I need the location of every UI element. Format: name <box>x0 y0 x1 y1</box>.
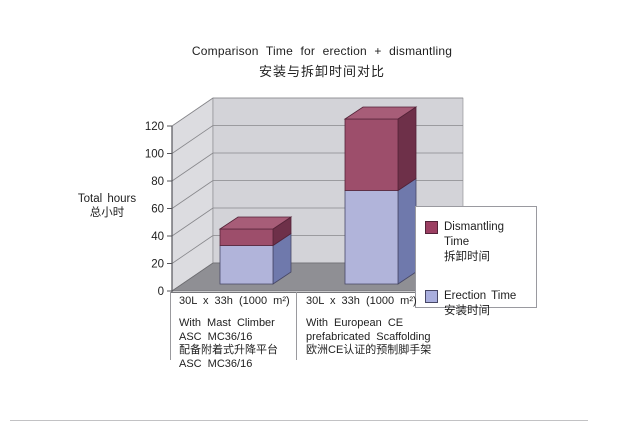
legend: Dismantling Time 拆卸时间 Erection Time 安装时间 <box>415 206 537 317</box>
y-tick-label: 80 <box>151 176 164 188</box>
y-axis-title: Total hours 总小时 <box>72 192 142 220</box>
chart-title-block: Comparison Time for erection + dismantli… <box>0 44 644 80</box>
bar-top <box>343 106 418 120</box>
category-desc-line: With European CE <box>306 317 404 329</box>
legend-label-dismantling: Dismantling Time 拆卸时间 <box>444 220 530 265</box>
category-desc-line: prefabricated Scaffolding <box>306 330 431 343</box>
category-description: With European CE prefabricated Scaffoldi… <box>306 317 474 358</box>
gridline-left-wall <box>171 152 214 182</box>
bar-segment-front <box>344 190 399 285</box>
chart-title-zh: 安装与拆卸时间对比 <box>258 64 385 79</box>
y-tick-label: 60 <box>151 204 164 216</box>
y-tick-label: 0 <box>158 286 164 298</box>
y-tick-label: 100 <box>145 149 164 161</box>
y-tick-label: 20 <box>151 259 164 271</box>
chart-title: Comparison Time for erection + dismantli… <box>191 44 453 58</box>
category-desc-line: ASC MC36/16 <box>179 357 253 370</box>
category-cell-1: 30L x 33h (1000 m²) With Mast Climber AS… <box>179 295 294 371</box>
gridline-left-wall <box>171 97 214 127</box>
category-size-label: 30L x 33h (1000 m²) <box>179 295 290 307</box>
category-description: With Mast Climber ASC MC36/16 配备附着式升降平台 … <box>179 317 294 371</box>
category-desc-line: 配备附着式升降平台 <box>179 344 278 356</box>
bar-segment-side <box>397 177 417 285</box>
legend-label-zh: 拆卸时间 <box>444 251 490 263</box>
legend-label-zh: 安装时间 <box>444 305 490 317</box>
legend-swatch-erection <box>425 290 438 303</box>
legend-label-en: Erection Time <box>444 290 517 302</box>
bar-segment-front <box>219 228 274 246</box>
legend-item-dismantling: Dismantling Time 拆卸时间 <box>425 220 530 265</box>
gridline-left-wall <box>171 235 214 264</box>
y-axis-title-en: Total hours <box>77 193 137 205</box>
legend-label-erection: Erection Time 安装时间 <box>444 289 516 319</box>
legend-swatch-dismantling <box>425 221 438 234</box>
category-desc-line: ASC MC36/16 <box>179 330 253 343</box>
gridline-left-wall <box>171 207 214 237</box>
category-desc-line: 欧洲CE认证的预制脚手架 <box>306 344 432 356</box>
legend-label-en: Dismantling Time <box>444 221 505 248</box>
bar-segment-side <box>397 106 417 192</box>
gridline-left-wall <box>171 125 214 154</box>
y-axis-title-zh: 总小时 <box>89 207 125 219</box>
y-tick-label: 120 <box>145 121 164 133</box>
divider-line <box>10 420 588 421</box>
bar-top <box>218 216 293 230</box>
bar-segment-front <box>344 118 399 191</box>
category-size-label: 30L x 33h (1000 m²) <box>306 295 417 307</box>
category-desc-line: With Mast Climber <box>179 317 275 329</box>
bar-segment-front <box>219 245 274 285</box>
category-cell-2: 30L x 33h (1000 m²) With European CE pre… <box>306 295 474 358</box>
legend-item-erection: Erection Time 安装时间 <box>425 289 530 319</box>
y-tick-label: 40 <box>151 231 164 243</box>
gridline-left-wall <box>171 180 214 209</box>
